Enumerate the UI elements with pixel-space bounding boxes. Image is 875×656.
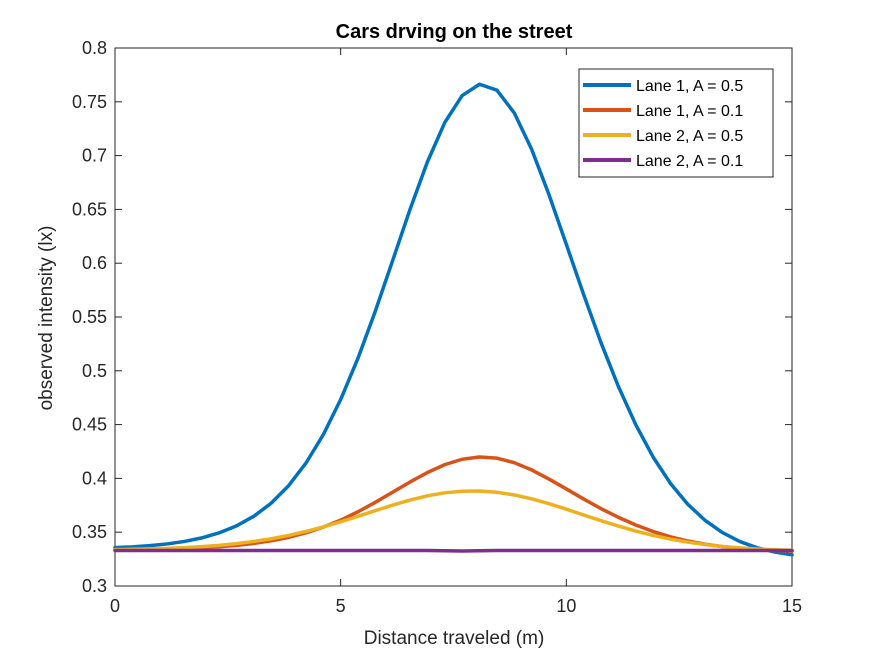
series-line-3: [113, 489, 794, 553]
y-axis-label: observed intensity (lx): [36, 226, 57, 411]
legend-entry-4: Lane 2, A = 0.1: [636, 153, 743, 170]
y-tick-label: 0.65: [72, 199, 107, 219]
series-line-1: [113, 82, 794, 557]
x-tick-label: 10: [556, 596, 576, 616]
y-tick-label: 0.35: [72, 522, 107, 542]
y-tick-label: 0.8: [82, 38, 107, 58]
series-line-4: [113, 548, 794, 553]
x-tick-label: 15: [782, 596, 802, 616]
y-tick-label: 0.5: [82, 361, 107, 381]
y-tick-label: 0.3: [82, 576, 107, 596]
x-axis-label: Distance traveled (m): [364, 628, 545, 649]
legend-entry-1: Lane 1, A = 0.5: [636, 78, 743, 95]
legend-entry-2: Lane 1, A = 0.1: [636, 103, 743, 120]
x-tick-label: 0: [110, 596, 120, 616]
y-tick-label: 0.6: [82, 253, 107, 273]
y-tick-label: 0.55: [72, 307, 107, 327]
chart-title: Cars drving on the street: [336, 21, 573, 43]
y-tick-label: 0.7: [82, 146, 107, 166]
legend: Lane 1, A = 0.5 Lane 1, A = 0.1 Lane 2, A …: [578, 68, 774, 178]
x-tick-label: 5: [336, 596, 346, 616]
y-tick-label: 0.45: [72, 415, 107, 435]
legend-entry-3: Lane 2, A = 0.5: [636, 128, 743, 145]
y-tick-label: 0.4: [82, 468, 107, 488]
y-tick-label: 0.75: [72, 92, 107, 112]
